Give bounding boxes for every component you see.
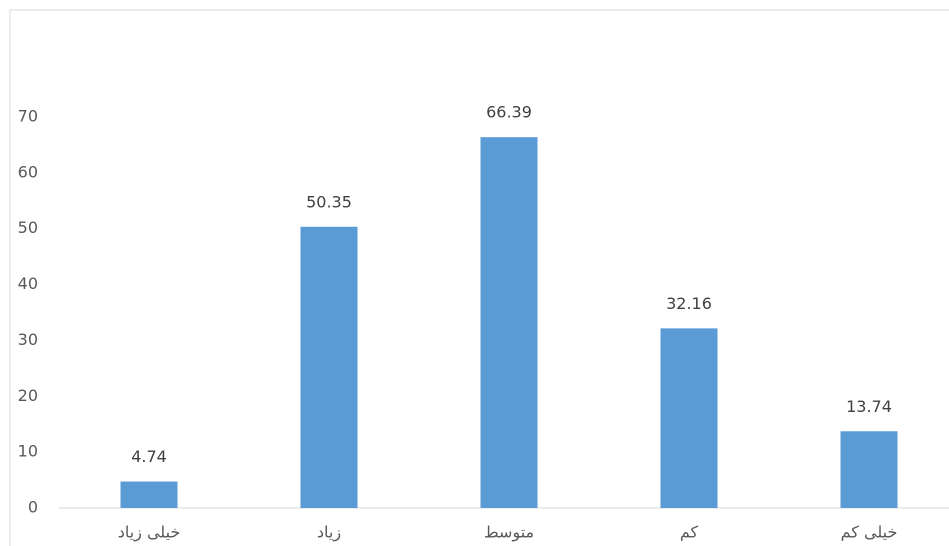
y-tick-label: 0	[28, 498, 38, 517]
y-tick-label: 70	[18, 107, 38, 126]
bar	[300, 226, 358, 509]
x-tick-label: زیاد	[317, 523, 341, 543]
x-tick-label: خیلی زیاد	[118, 523, 181, 543]
bar	[480, 137, 538, 508]
chart-border	[9, 9, 949, 546]
bar	[660, 328, 718, 508]
y-tick-label: 60	[18, 162, 38, 181]
data-label: 32.16	[666, 294, 712, 313]
y-tick-label: 20	[18, 386, 38, 405]
data-label: 66.39	[486, 103, 532, 122]
y-tick-label: 30	[18, 330, 38, 349]
bar	[120, 481, 178, 508]
x-tick-label: کم	[680, 523, 699, 542]
y-tick-label: 50	[18, 218, 38, 237]
data-label: 50.35	[306, 192, 352, 211]
bar	[840, 431, 898, 508]
data-label: 13.74	[846, 397, 892, 416]
x-tick-label: خیلی کم	[841, 523, 898, 542]
y-tick-label: 40	[18, 274, 38, 293]
data-label: 4.74	[131, 447, 167, 466]
x-tick-label: متوسط	[484, 523, 534, 543]
y-tick-label: 10	[18, 442, 38, 461]
